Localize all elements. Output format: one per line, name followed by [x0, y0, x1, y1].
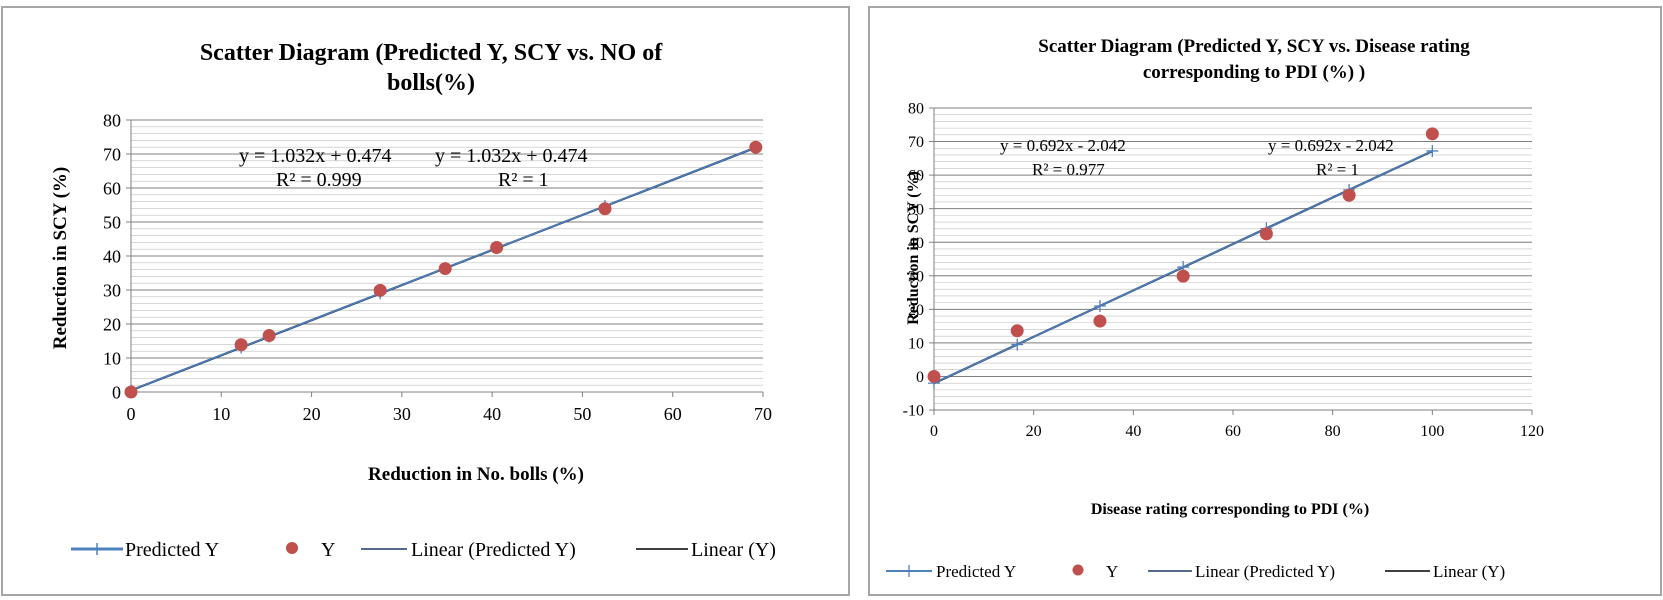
x-tick-label: 70: [754, 404, 772, 424]
data-point: [262, 329, 276, 343]
data-point: [373, 283, 387, 297]
legend-plus-icon: [91, 543, 103, 555]
y-tick-label: 30: [103, 280, 121, 300]
y-tick-label: 70: [103, 144, 121, 164]
trend-r2-1: R² = 0.999: [276, 169, 362, 191]
y-tick-label: 80: [103, 110, 121, 130]
data-point: [438, 262, 452, 276]
data-point: [490, 241, 504, 254]
x-tick-label: 0: [930, 423, 938, 440]
y-tick-label: 10: [908, 335, 924, 352]
grid-lines: [934, 107, 1532, 411]
y-tick-label: 80: [908, 101, 924, 118]
legend-plus-icon: [903, 565, 915, 577]
legend: Predicted Y Y Linear (Predicted Y) Linea…: [886, 562, 1505, 581]
y-tick-labels: 0 10 20 30 40 50 60 70 80: [103, 110, 121, 402]
x-tick-label: 60: [664, 404, 682, 424]
trend-r2-1: R² = 0.977: [1032, 160, 1105, 179]
x-tick-label: 10: [212, 404, 230, 424]
x-axis-title: Disease rating corresponding to PDI (%): [1091, 501, 1369, 518]
x-tick-label: 40: [1125, 423, 1141, 440]
y-tick-label: 20: [908, 302, 924, 319]
x-tick-label: 120: [1520, 423, 1544, 440]
y-tick-label: 0: [112, 382, 121, 402]
axes: [929, 107, 1533, 415]
x-tick-labels: 0 10 20 30 40 50 60 70: [127, 404, 773, 424]
data-point: [1425, 127, 1439, 141]
data-point: [234, 338, 248, 352]
trend-equation-2: y = 1.032x + 0.474: [435, 145, 588, 167]
chart-right: Scatter Diagram (Predicted Y, SCY vs. Di…: [886, 36, 1544, 581]
chart-panel-right: Scatter Diagram (Predicted Y, SCY vs. Di…: [868, 6, 1662, 596]
trend-equation-1: y = 0.692x - 2.042: [1000, 136, 1126, 155]
y-tick-label: 60: [908, 168, 924, 185]
x-tick-label: 0: [127, 404, 136, 424]
legend-circle-icon: [286, 542, 298, 554]
legend-label-linear-predicted: Linear (Predicted Y): [411, 539, 576, 561]
x-axis-title: Reduction in No. bolls (%): [368, 464, 584, 485]
x-tick-label: 20: [303, 404, 321, 424]
data-point-plus: [1426, 144, 1439, 157]
data-point: [1259, 227, 1273, 241]
x-tick-label: 30: [393, 404, 411, 424]
chart-panel-left: Scatter Diagram (Predicted Y, SCY vs. NO…: [1, 6, 850, 596]
trend-r2-2: R² = 1: [1316, 160, 1359, 179]
chart-title-line2: corresponding to PDI (%) ): [1143, 62, 1365, 83]
data-point: [927, 369, 941, 383]
y-axis-title: Reduction in SCY (%): [905, 171, 922, 325]
legend-label-predicted: Predicted Y: [125, 539, 219, 561]
y-tick-label: 60: [103, 178, 121, 198]
data-point: [124, 385, 138, 399]
grid-lines: [131, 119, 763, 393]
legend-label-linear-y: Linear (Y): [1433, 562, 1505, 581]
data-point: [1342, 188, 1356, 202]
x-tick-label: 80: [1325, 423, 1341, 440]
y-tick-label: 40: [908, 235, 924, 252]
data-point: [1176, 269, 1190, 283]
x-tick-label: 100: [1420, 423, 1444, 440]
y-tick-label: 50: [908, 201, 924, 218]
chart-title-line1: Scatter Diagram (Predicted Y, SCY vs. NO…: [200, 40, 663, 66]
trend-equation-1: y = 1.032x + 0.474: [239, 145, 392, 167]
legend-label-linear-predicted: Linear (Predicted Y): [1195, 562, 1335, 581]
y-tick-label: 20: [103, 314, 121, 334]
y-tick-labels: -10 0 10 20 30 40 50 60 70 80: [903, 101, 924, 420]
data-point: [749, 140, 763, 154]
trend-equation-2: y = 0.692x - 2.042: [1268, 136, 1394, 155]
legend-label-y: Y: [321, 539, 335, 561]
data-series: [124, 140, 763, 399]
trend-r2-2: R² = 1: [498, 169, 549, 191]
y-tick-label: 10: [103, 348, 121, 368]
data-point-plus: [1093, 299, 1106, 312]
x-tick-label: 20: [1026, 423, 1042, 440]
data-point: [1093, 314, 1107, 328]
y-tick-label: 70: [908, 134, 924, 151]
data-point: [1010, 324, 1024, 338]
chart-title-line1: Scatter Diagram (Predicted Y, SCY vs. Di…: [1038, 36, 1470, 57]
x-tick-label: 60: [1225, 423, 1241, 440]
x-tick-labels: 0 20 40 60 80 100 120: [930, 423, 1544, 440]
legend-label-linear-y: Linear (Y): [691, 539, 776, 561]
data-point-plus: [1011, 338, 1024, 351]
trendline-equations: y = 1.032x + 0.474 R² = 0.999 y = 1.032x…: [239, 145, 588, 191]
x-tick-label: 50: [573, 404, 591, 424]
y-tick-label: 0: [916, 369, 924, 386]
chart-left: Scatter Diagram (Predicted Y, SCY vs. NO…: [50, 40, 776, 561]
legend-circle-icon: [1072, 564, 1084, 576]
y-tick-label: 30: [908, 268, 924, 285]
legend-label-y: Y: [1106, 562, 1118, 581]
y-tick-label: -10: [903, 403, 924, 420]
legend: Predicted Y Y Linear (Predicted Y) Linea…: [71, 539, 776, 561]
x-tick-label: 40: [483, 404, 501, 424]
data-point: [598, 202, 612, 216]
legend-label-predicted: Predicted Y: [936, 562, 1016, 581]
y-tick-label: 40: [103, 246, 121, 266]
y-axis-title: Reduction in SCY (%): [50, 167, 71, 349]
y-tick-label: 50: [103, 212, 121, 232]
trendline-equations: y = 0.692x - 2.042 R² = 0.977 y = 0.692x…: [1000, 136, 1394, 179]
chart-title-line2: bolls(%): [387, 70, 475, 96]
data-series: [927, 127, 1439, 390]
